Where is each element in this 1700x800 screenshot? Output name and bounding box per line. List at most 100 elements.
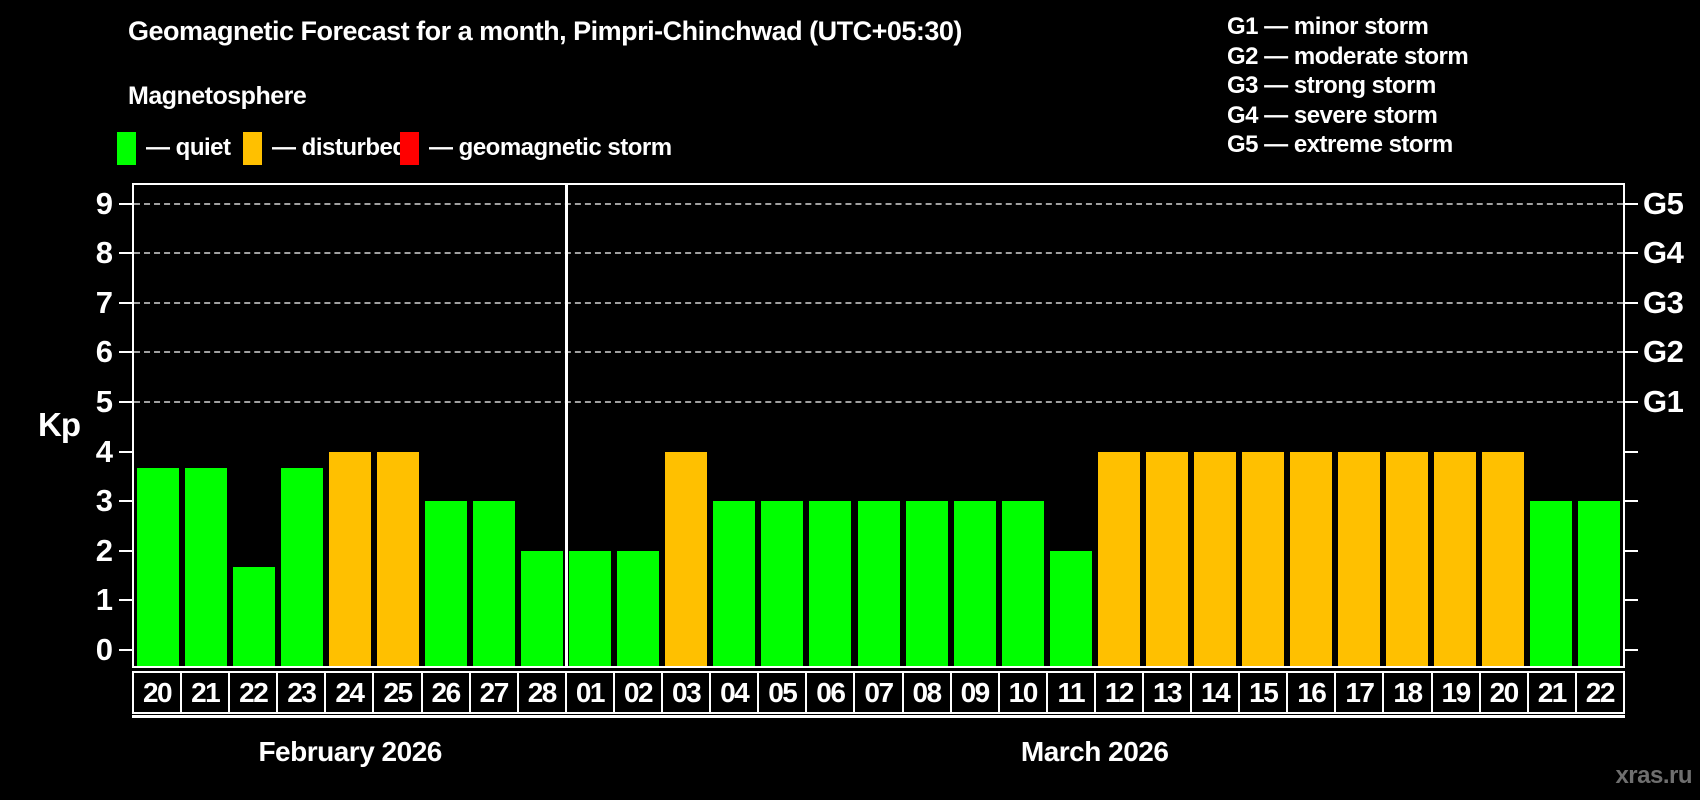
y-axis-label-kp: Kp <box>38 406 81 443</box>
right-axis-label-G3: G3 <box>1643 284 1684 320</box>
date-box-20: 20 <box>132 671 183 714</box>
right-axis-label-G2: G2 <box>1643 334 1684 370</box>
right-axis-label-G5: G5 <box>1643 185 1684 221</box>
page-title: Geomagnetic Forecast for a month, Pimpri… <box>128 16 962 46</box>
left-tick-kp-0 <box>119 649 132 651</box>
kp-bar-day-05 <box>761 501 804 666</box>
date-box-12: 12 <box>1093 671 1144 714</box>
kp-bar-day-10 <box>1001 501 1044 666</box>
kp-bar-day-06 <box>809 501 852 666</box>
gridline-kp-9 <box>134 202 1623 205</box>
kp-bar-day-21 <box>1529 501 1572 666</box>
kp-bar-day-26 <box>425 501 468 666</box>
y-tick-label-8: 8 <box>95 235 113 271</box>
right-axis-label-G1: G1 <box>1643 384 1684 419</box>
y-tick-label-4: 4 <box>95 433 113 469</box>
date-box-16: 16 <box>1286 671 1337 714</box>
kp-bar-day-01 <box>569 550 612 666</box>
right-tick-kp-0 <box>1625 649 1638 651</box>
kp-bar-day-12 <box>1097 451 1140 666</box>
right-tick-kp-4 <box>1625 450 1638 453</box>
date-box-04: 04 <box>709 671 760 714</box>
kp-bar-day-07 <box>857 501 900 666</box>
date-box-22: 22 <box>1574 671 1625 714</box>
right-tick-kp-6 <box>1625 351 1638 354</box>
date-box-03: 03 <box>661 671 712 714</box>
y-tick-label-0: 0 <box>95 632 113 667</box>
kp-bar-day-02 <box>617 550 660 666</box>
date-box-02: 02 <box>612 671 664 714</box>
right-tick-kp-8 <box>1625 252 1638 255</box>
kp-bar-day-28 <box>521 550 564 666</box>
left-tick-kp-6 <box>119 351 132 354</box>
right-tick-kp-3 <box>1625 500 1638 503</box>
legend-label-quiet: — quiet <box>146 134 231 161</box>
kp-bar-day-23 <box>281 467 324 666</box>
legend-item-quiet: — quiet <box>117 131 231 165</box>
date-box-13: 13 <box>1141 671 1193 714</box>
left-tick-kp-4 <box>119 450 132 453</box>
storm-scale-g1: G1 — minor storm <box>1227 13 1429 40</box>
date-box-21: 21 <box>1526 671 1577 714</box>
legend-label-storm: — geomagnetic storm <box>429 134 672 161</box>
kp-bar-day-27 <box>473 501 516 666</box>
date-box-17: 17 <box>1334 671 1385 714</box>
date-box-19: 19 <box>1430 671 1481 714</box>
kp-bar-day-18 <box>1385 451 1428 666</box>
kp-bar-day-04 <box>713 501 756 666</box>
right-tick-kp-2 <box>1625 549 1638 552</box>
kp-bar-day-13 <box>1145 451 1188 666</box>
left-tick-kp-8 <box>119 252 132 255</box>
storm-scale-g5: G5 — extreme storm <box>1227 131 1453 158</box>
y-tick-label-7: 7 <box>95 284 113 320</box>
legend-item-disturbed: — disturbed <box>243 131 407 165</box>
date-box-08: 08 <box>901 671 952 714</box>
left-tick-kp-1 <box>119 599 132 602</box>
kp-bar-day-21 <box>185 467 228 666</box>
left-tick-kp-5 <box>119 401 132 403</box>
date-axis-row: 20 21 22 23 24 25 26 27 28 01 02 03 04 05 06 07 08 09 10 11… <box>132 671 1625 714</box>
watermark-xras: xras.ru <box>1615 762 1692 789</box>
gridline-kp-6 <box>134 351 1623 354</box>
y-tick-label-5: 5 <box>95 384 113 419</box>
right-tick-kp-9 <box>1625 202 1638 205</box>
kp-bar-day-24 <box>329 451 372 666</box>
gridline-kp-5 <box>134 401 1623 403</box>
kp-bar-chart-plot-area <box>132 183 1625 668</box>
date-box-26: 26 <box>420 671 471 714</box>
left-tick-kp-9 <box>119 202 132 205</box>
date-box-18: 18 <box>1382 671 1433 714</box>
date-box-11: 11 <box>1045 671 1096 714</box>
date-box-07: 07 <box>853 671 904 714</box>
date-box-10: 10 <box>997 671 1048 714</box>
legend-item-storm: — geomagnetic storm <box>400 131 672 165</box>
left-tick-kp-7 <box>119 301 132 304</box>
kp-bar-day-16 <box>1289 451 1332 666</box>
month-separator-line <box>564 185 568 666</box>
kp-bar-day-22 <box>1577 501 1620 666</box>
storm-color-swatch <box>400 131 419 165</box>
right-tick-kp-5 <box>1625 401 1638 403</box>
y-tick-label-2: 2 <box>95 532 113 568</box>
quiet-color-swatch <box>117 131 136 165</box>
y-tick-label-9: 9 <box>95 185 113 221</box>
right-axis-label-G4: G4 <box>1643 235 1684 271</box>
date-box-09: 09 <box>949 671 1000 714</box>
y-tick-label-3: 3 <box>95 483 113 519</box>
left-tick-kp-2 <box>119 549 132 552</box>
kp-bar-day-25 <box>377 451 420 666</box>
date-box-24: 24 <box>324 671 375 714</box>
date-box-27: 27 <box>468 671 519 714</box>
kp-bar-day-09 <box>953 501 996 666</box>
left-tick-kp-3 <box>119 500 132 503</box>
y-tick-label-1: 1 <box>95 582 113 618</box>
kp-bar-day-17 <box>1337 451 1380 666</box>
date-box-01: 01 <box>564 671 615 714</box>
date-box-20: 20 <box>1478 671 1529 714</box>
right-tick-kp-7 <box>1625 301 1638 304</box>
date-box-14: 14 <box>1190 671 1241 714</box>
y-tick-label-6: 6 <box>95 334 113 370</box>
legend-label-disturbed: — disturbed <box>272 134 407 161</box>
kp-bar-day-14 <box>1193 451 1236 666</box>
